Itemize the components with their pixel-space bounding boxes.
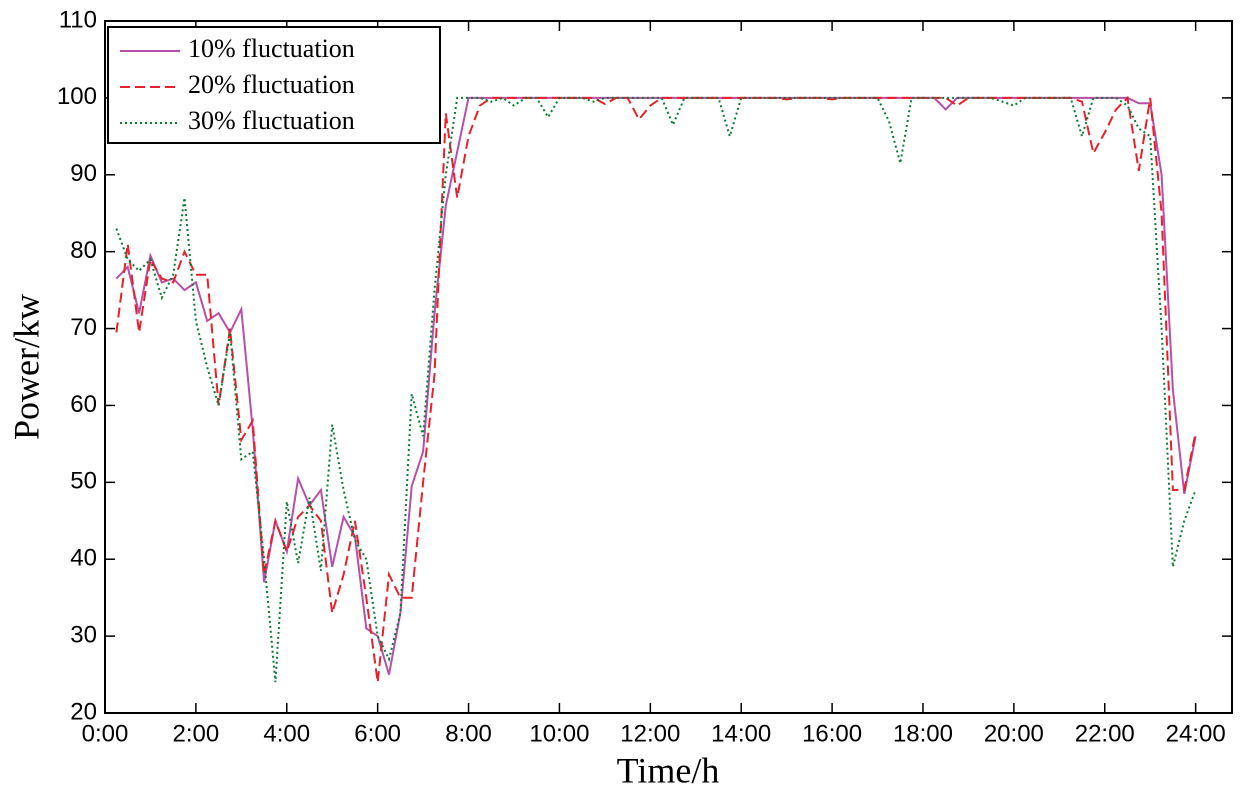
x-tick-label: 16:00 — [802, 720, 862, 747]
legend-label: 10% fluctuation — [188, 34, 355, 63]
y-tick-label: 80 — [70, 237, 97, 264]
legend-label: 20% fluctuation — [188, 70, 355, 99]
x-tick-label: 24:00 — [1166, 720, 1226, 747]
y-tick-label: 110 — [59, 6, 97, 33]
y-tick-label: 70 — [70, 314, 97, 341]
y-tick-label: 30 — [70, 621, 97, 648]
series-line — [115, 95, 1197, 683]
series-line — [115, 96, 1197, 675]
x-tick-label: 8:00 — [445, 720, 492, 747]
x-tick-label: 22:00 — [1075, 720, 1135, 747]
x-tick-label: 12:00 — [620, 720, 680, 747]
y-tick-label: 50 — [70, 468, 97, 495]
series-line — [115, 96, 1197, 683]
x-tick-label: 18:00 — [893, 720, 953, 747]
x-tick-label: 0:00 — [82, 720, 129, 747]
x-tick-label: 10:00 — [529, 720, 589, 747]
legend-box — [107, 26, 441, 144]
x-axis-label: Time/h — [617, 750, 720, 790]
legend-label: 30% fluctuation — [188, 106, 355, 135]
x-tick-label: 2:00 — [173, 720, 220, 747]
y-tick-label: 100 — [57, 83, 97, 110]
x-tick-label: 14:00 — [711, 720, 771, 747]
y-tick-label: 40 — [70, 545, 97, 572]
x-tick-label: 4:00 — [263, 720, 310, 747]
plot-frame — [104, 20, 1233, 714]
y-tick-label: 60 — [70, 391, 97, 418]
y-tick-label: 20 — [70, 698, 97, 725]
x-tick-label: 6:00 — [354, 720, 401, 747]
y-tick-label: 90 — [70, 160, 97, 187]
y-axis-label: Power/kw — [6, 294, 46, 440]
x-tick-label: 20:00 — [984, 720, 1044, 747]
